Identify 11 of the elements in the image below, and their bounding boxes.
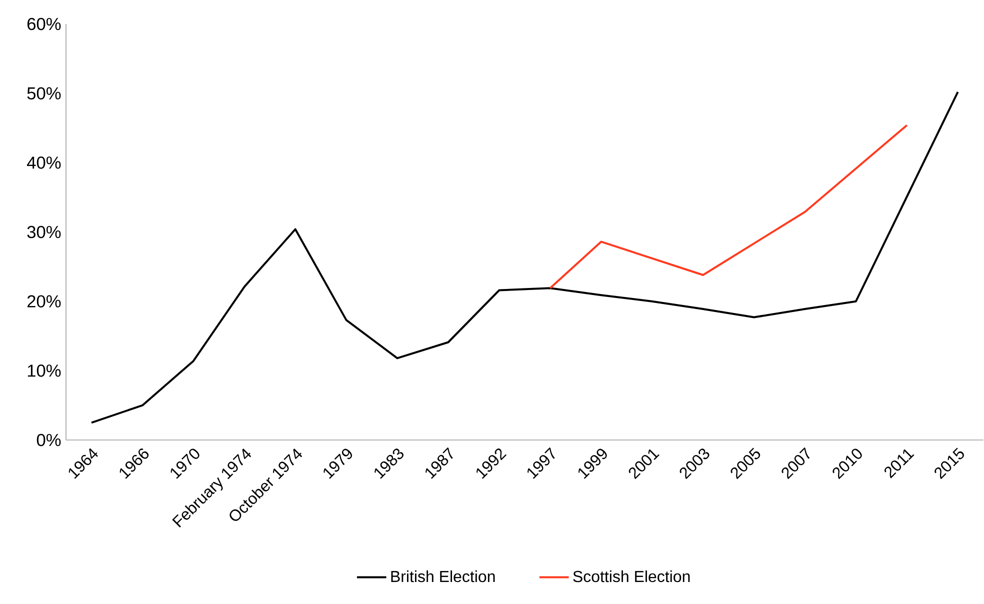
- y-tick-label: 40%: [26, 156, 61, 169]
- y-tick-label: 20%: [27, 295, 61, 308]
- legend-label: Scottish Election: [573, 570, 690, 582]
- y-tick-label: 60%: [27, 18, 61, 30]
- line-series: [549, 124, 908, 290]
- y-tick-label: 0%: [36, 434, 61, 446]
- y-tick-label: 50%: [27, 87, 61, 100]
- line-series: [90, 90, 959, 424]
- y-tick-label: 10%: [28, 364, 61, 377]
- legend-label: British Election: [391, 570, 495, 582]
- y-tick-label: 30%: [27, 226, 61, 238]
